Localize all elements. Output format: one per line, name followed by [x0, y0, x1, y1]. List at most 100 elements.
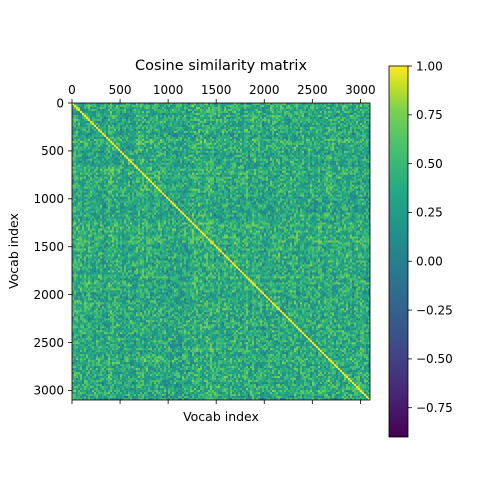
heatmap-cell [338, 130, 341, 134]
heatmap-cell [80, 142, 83, 146]
heatmap-cell [228, 152, 231, 156]
heatmap-cell [330, 160, 333, 164]
heatmap-cell [226, 148, 229, 152]
heatmap-cell [144, 124, 147, 128]
heatmap-cell [260, 114, 263, 118]
heatmap-cell [184, 132, 187, 136]
heatmap-cell [306, 108, 309, 112]
heatmap-cell [274, 104, 277, 108]
heatmap-cell [92, 168, 95, 172]
heatmap-cell [210, 146, 213, 150]
heatmap-cell [258, 126, 261, 130]
heatmap-cell [158, 158, 161, 162]
heatmap-cell [226, 126, 229, 130]
heatmap-cell [106, 122, 109, 126]
heatmap-cell [330, 134, 333, 138]
heatmap-cell [338, 148, 341, 152]
heatmap-cell [230, 146, 233, 150]
heatmap-cell [176, 140, 179, 144]
heatmap-cell [80, 130, 83, 134]
heatmap-cell [150, 120, 153, 124]
heatmap-cell [202, 142, 205, 146]
heatmap-cell [264, 132, 267, 136]
heatmap-cell [312, 160, 315, 164]
heatmap-cell [94, 120, 97, 124]
heatmap-cell [158, 164, 161, 168]
heatmap-cell [88, 136, 91, 140]
heatmap-cell [172, 130, 175, 134]
heatmap-cell [238, 158, 241, 162]
heatmap-cell [160, 140, 163, 144]
heatmap-cell [284, 166, 287, 170]
heatmap-cell [210, 164, 213, 168]
heatmap-cell [166, 134, 169, 138]
heatmap-cell [100, 152, 103, 156]
heatmap-cell [334, 136, 337, 140]
heatmap-cell [106, 134, 109, 138]
heatmap-cell [192, 150, 195, 154]
heatmap-cell [354, 103, 357, 106]
heatmap-cell [194, 164, 197, 168]
heatmap-cell [174, 134, 177, 138]
heatmap-cell [180, 134, 183, 138]
heatmap-cell [286, 160, 289, 164]
heatmap-cell [128, 138, 131, 142]
heatmap-cell [262, 140, 265, 144]
heatmap-cell [118, 144, 121, 148]
heatmap-cell [220, 124, 223, 128]
heatmap-cell [270, 122, 273, 126]
heatmap-cell [210, 134, 213, 138]
heatmap-cell [226, 120, 229, 124]
heatmap-cell [242, 114, 245, 118]
heatmap-cell [130, 152, 133, 156]
heatmap-cell [138, 103, 141, 106]
heatmap-cell [284, 148, 287, 152]
heatmap-cell [330, 158, 333, 162]
heatmap-cell [276, 122, 279, 126]
heatmap-cell [198, 116, 201, 120]
heatmap-cell [254, 148, 257, 152]
heatmap-cell [198, 122, 201, 126]
heatmap-cell [320, 104, 323, 108]
heatmap-cell [78, 104, 81, 108]
heatmap-cell [178, 112, 181, 116]
heatmap-cell [226, 103, 229, 106]
heatmap-cell [292, 106, 295, 110]
heatmap-cell [242, 162, 245, 166]
heatmap-cell [290, 136, 293, 140]
heatmap-cell [176, 106, 179, 110]
heatmap-cell [124, 152, 127, 156]
heatmap-cell [144, 140, 147, 144]
heatmap-cell [298, 154, 301, 158]
heatmap-cell [186, 120, 189, 124]
heatmap-cell [308, 106, 311, 110]
heatmap-cell [338, 160, 341, 164]
heatmap-cell [260, 146, 263, 150]
heatmap-cell [310, 162, 313, 166]
heatmap-cell [120, 164, 123, 168]
heatmap-cell [280, 106, 283, 110]
heatmap-cell [342, 142, 345, 146]
heatmap-cell [178, 152, 181, 156]
heatmap-cell [130, 158, 133, 162]
heatmap-cell [272, 108, 275, 112]
heatmap-cell [142, 162, 145, 166]
heatmap-cell [334, 114, 337, 118]
heatmap-cell [126, 150, 129, 154]
heatmap-cell [140, 156, 143, 160]
heatmap-cell [366, 138, 369, 142]
heatmap-cell [188, 160, 191, 164]
heatmap-cell [274, 112, 277, 116]
heatmap-cell [162, 150, 165, 154]
heatmap-cell [280, 118, 283, 122]
heatmap-cell [246, 146, 249, 150]
heatmap-cell [108, 110, 111, 114]
heatmap-cell [320, 150, 323, 154]
heatmap-cell [272, 156, 275, 160]
heatmap-cell [84, 122, 87, 126]
heatmap-cell [96, 142, 99, 146]
heatmap-cell [76, 160, 79, 164]
heatmap-cell [246, 116, 249, 120]
heatmap-cell [248, 126, 251, 130]
heatmap-cell [242, 166, 245, 170]
